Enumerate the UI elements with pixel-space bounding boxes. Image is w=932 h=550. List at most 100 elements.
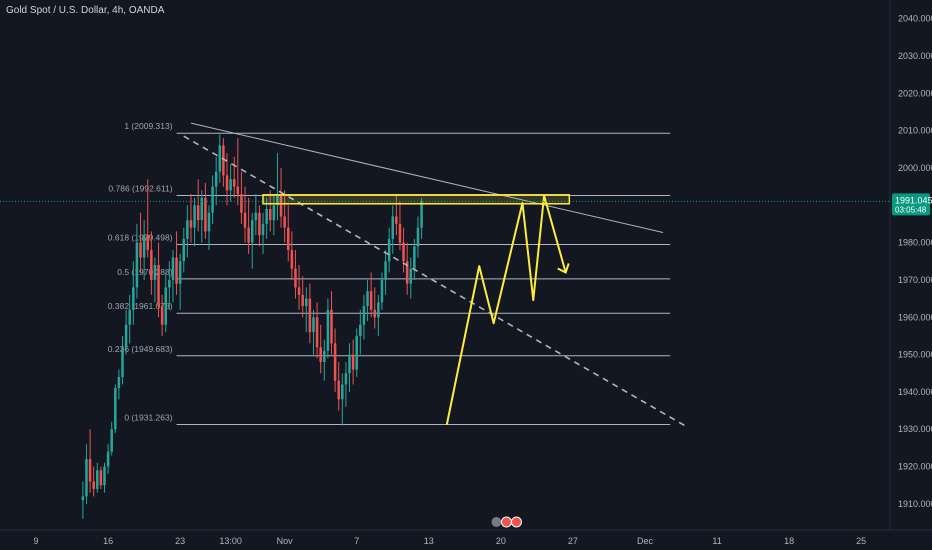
candle-body[interactable] <box>413 246 416 269</box>
candle-body[interactable] <box>85 459 88 497</box>
candle-body[interactable] <box>305 298 308 307</box>
candle-body[interactable] <box>420 201 423 228</box>
candle-body[interactable] <box>150 250 153 280</box>
candle-body[interactable] <box>225 175 229 191</box>
candle-body[interactable] <box>193 205 196 228</box>
candle-body[interactable] <box>323 350 326 363</box>
candle-body[interactable] <box>146 235 149 251</box>
candle-body[interactable] <box>261 223 265 236</box>
candle-body[interactable] <box>373 309 376 318</box>
candle-body[interactable] <box>157 265 160 307</box>
candle-body[interactable] <box>387 238 391 262</box>
candle-body[interactable] <box>132 287 135 310</box>
candle-body[interactable] <box>258 212 261 236</box>
candle-body[interactable] <box>279 194 283 217</box>
candle-body[interactable] <box>114 388 117 430</box>
candle-body[interactable] <box>211 186 214 213</box>
flag-marker-icon[interactable] <box>510 516 522 528</box>
candle-body[interactable] <box>402 242 405 262</box>
candle-body[interactable] <box>416 227 420 247</box>
candle-body[interactable] <box>142 235 146 258</box>
candle-body[interactable] <box>236 186 240 195</box>
candle-body[interactable] <box>229 179 232 191</box>
candle-body[interactable] <box>359 324 362 336</box>
candle-body[interactable] <box>178 261 182 284</box>
candle-body[interactable] <box>380 279 384 303</box>
candle-body[interactable] <box>207 212 211 232</box>
resistance-zone[interactable] <box>262 194 571 205</box>
candle-body[interactable] <box>247 227 250 243</box>
candle-body[interactable] <box>348 354 351 374</box>
candle-body[interactable] <box>308 298 312 333</box>
candle-body[interactable] <box>351 354 355 370</box>
candle-body[interactable] <box>243 212 247 228</box>
candle-body[interactable] <box>92 481 95 489</box>
candle-body[interactable] <box>344 373 348 385</box>
candle-body[interactable] <box>294 268 297 288</box>
candle-body[interactable] <box>232 179 236 187</box>
candle-body[interactable] <box>268 209 272 221</box>
price-axis-panel[interactable] <box>890 0 932 550</box>
event-marker-icon[interactable] <box>491 517 502 527</box>
candle-body[interactable] <box>135 242 139 288</box>
candle-body[interactable] <box>96 470 99 489</box>
candle-body[interactable] <box>333 343 337 381</box>
candle-body[interactable] <box>164 287 168 325</box>
candle-body[interactable] <box>121 347 124 377</box>
candle-body[interactable] <box>240 194 243 213</box>
candle-body[interactable] <box>171 257 175 280</box>
candle-body[interactable] <box>341 384 344 400</box>
candle-body[interactable] <box>330 309 333 344</box>
current-price-badge[interactable] <box>892 193 930 216</box>
candle-body[interactable] <box>312 317 315 333</box>
candle-body[interactable] <box>160 306 164 325</box>
candle-body[interactable] <box>182 238 186 262</box>
candle-body[interactable] <box>250 220 254 243</box>
candle-body[interactable] <box>409 268 413 284</box>
candle-body[interactable] <box>153 265 157 280</box>
candle-body[interactable] <box>265 209 268 224</box>
candle-body[interactable] <box>319 347 322 363</box>
candle-body[interactable] <box>139 242 142 258</box>
candle-body[interactable] <box>117 376 121 389</box>
candle-body[interactable] <box>168 279 171 288</box>
candle-body[interactable] <box>99 470 103 486</box>
candle-body[interactable] <box>384 261 387 280</box>
candle-body[interactable] <box>196 205 200 221</box>
candle-body[interactable] <box>214 171 218 187</box>
candle-body[interactable] <box>81 496 85 501</box>
candle-body[interactable] <box>297 287 301 295</box>
candle-body[interactable] <box>186 220 189 239</box>
candle-body[interactable] <box>290 250 294 269</box>
candle-body[interactable] <box>283 216 286 228</box>
candle-body[interactable] <box>254 212 258 221</box>
candle-body[interactable] <box>366 291 369 307</box>
candle-body[interactable] <box>106 451 110 467</box>
flag-marker-icon[interactable] <box>500 516 512 528</box>
candle-body[interactable] <box>369 291 373 310</box>
candle-body[interactable] <box>218 145 222 172</box>
candle-body[interactable] <box>315 317 319 348</box>
candle-body[interactable] <box>175 257 178 284</box>
candle-body[interactable] <box>286 227 290 251</box>
candle-body[interactable] <box>103 466 106 486</box>
candle-body[interactable] <box>355 335 358 370</box>
candle-body[interactable] <box>391 216 395 239</box>
candle-body[interactable] <box>405 261 409 284</box>
candle-body[interactable] <box>124 324 128 348</box>
candle-body[interactable] <box>398 223 402 243</box>
candle-body[interactable] <box>337 380 340 400</box>
candle-body[interactable] <box>395 216 398 224</box>
candle-body[interactable] <box>222 145 225 176</box>
candle-body[interactable] <box>110 429 113 452</box>
candle-body[interactable] <box>88 459 92 482</box>
candle-body[interactable] <box>272 205 276 221</box>
candle-body[interactable] <box>326 309 330 351</box>
candle-body[interactable] <box>377 302 380 318</box>
dashed-trendline[interactable] <box>183 135 686 427</box>
candle-body[interactable] <box>204 197 207 232</box>
candle-body[interactable] <box>200 197 204 221</box>
candle-body[interactable] <box>128 309 131 325</box>
resistance-trendline[interactable] <box>190 122 664 234</box>
